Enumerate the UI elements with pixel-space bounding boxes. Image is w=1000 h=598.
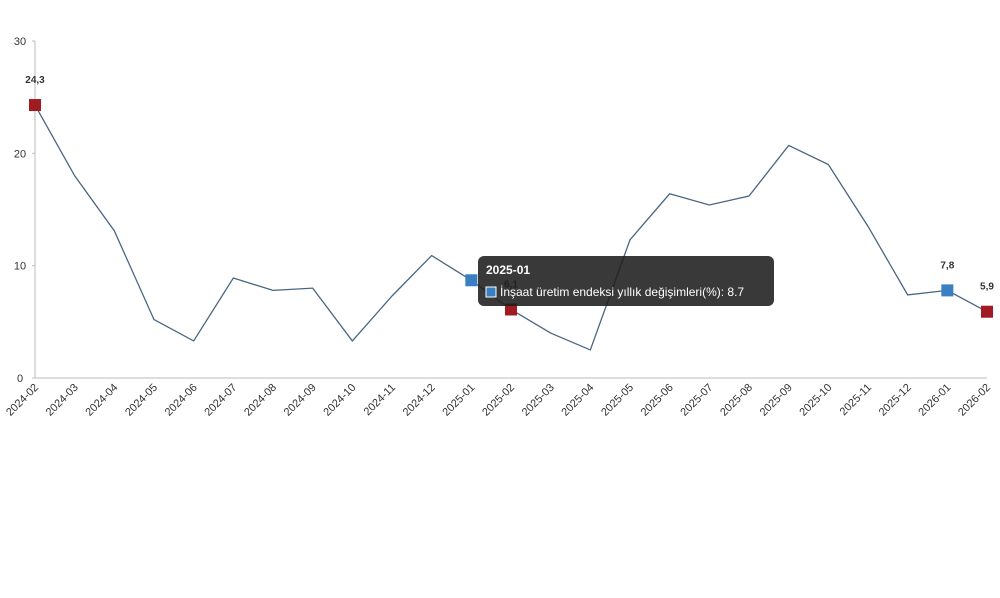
- tooltip-text: İnşaat üretim endeksi yıllık değişimleri…: [500, 285, 744, 299]
- x-tick-label: 2025-09: [758, 382, 795, 419]
- x-tick-label: 2024-11: [362, 382, 398, 418]
- x-tick-label: 2025-01: [440, 382, 477, 419]
- x-tick-label: 2025-06: [639, 382, 676, 419]
- tooltip-value: 8.7: [727, 285, 744, 299]
- marker: [29, 99, 41, 112]
- tooltip-series-name: İnşaat üretim endeksi yıllık değişimleri…: [500, 285, 721, 299]
- data-label: 24,3: [25, 75, 45, 86]
- x-tick-label: 2025-02: [480, 382, 517, 419]
- x-tick-label: 2025-08: [718, 382, 755, 419]
- x-tick-label: 2025-04: [559, 382, 596, 419]
- data-label: 5,9: [980, 282, 994, 293]
- x-tick-label: 2024-10: [321, 382, 358, 419]
- tooltip-sep: :: [721, 285, 728, 299]
- data-label: 7,8: [940, 260, 954, 271]
- tooltip: 2025-01 İnşaat üretim endeksi yıllık deği…: [478, 256, 774, 306]
- x-tick-label: 2025-03: [520, 382, 557, 419]
- x-tick-label: 2024-02: [4, 382, 41, 419]
- marker: [505, 303, 517, 316]
- x-tick-label: 2025-11: [838, 382, 874, 418]
- y-tick-label: 10: [14, 261, 26, 273]
- x-tick-label: 2024-06: [163, 382, 200, 419]
- tooltip-title: 2025-01: [486, 263, 530, 277]
- x-tick-label: 2026-02: [956, 382, 993, 419]
- x-tick-label: 2024-08: [242, 382, 279, 419]
- x-tick-label: 2024-07: [202, 382, 239, 419]
- y-tick-label: 30: [14, 36, 26, 48]
- x-tick-label: 2025-05: [599, 382, 636, 419]
- x-tick-label: 2024-09: [282, 382, 319, 419]
- x-tick-label: 2024-03: [44, 382, 81, 419]
- tooltip-box: [478, 256, 774, 306]
- marker: [465, 274, 478, 287]
- x-tick-label: 2024-05: [123, 382, 160, 419]
- x-tick-label: 2024-12: [401, 382, 438, 419]
- x-tick-label: 2026-01: [916, 382, 953, 419]
- x-tick-label: 2025-10: [797, 382, 834, 419]
- x-tick-label: 2025-07: [678, 382, 715, 419]
- x-tick-label: 2024-04: [83, 382, 120, 419]
- y-tick-label: 20: [14, 148, 26, 160]
- y-tick-label: 0: [17, 373, 23, 385]
- marker: [981, 305, 993, 318]
- tooltip-swatch: [485, 286, 497, 298]
- marker: [941, 284, 954, 297]
- x-tick-label: 2025-12: [877, 382, 914, 419]
